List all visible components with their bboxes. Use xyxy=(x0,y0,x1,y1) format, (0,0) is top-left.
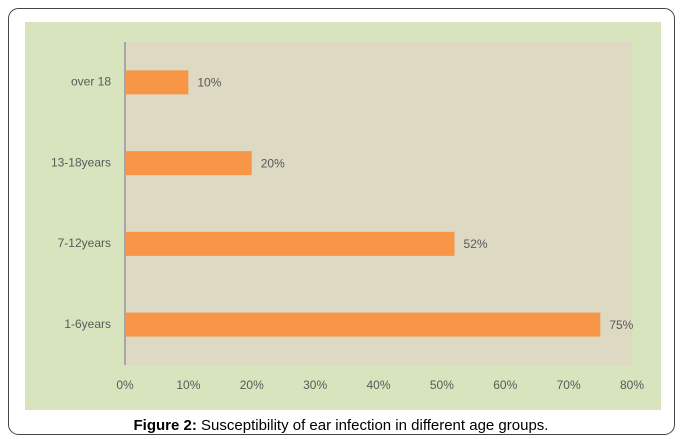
x-tick-label: 80% xyxy=(620,378,644,392)
bar xyxy=(125,312,601,337)
x-tick-label: 0% xyxy=(116,378,134,392)
bar xyxy=(125,151,252,176)
y-tick-label: 13-18years xyxy=(51,155,111,169)
caption-text: Susceptibility of ear infection in diffe… xyxy=(201,417,548,434)
data-label: 20% xyxy=(261,156,285,170)
data-label: 75% xyxy=(609,318,633,332)
data-label: 52% xyxy=(464,237,488,251)
y-tick-label: 1-6years xyxy=(64,317,111,331)
y-tick-label: 7-12years xyxy=(58,236,111,250)
bar xyxy=(125,70,189,95)
x-tick-label: 60% xyxy=(493,378,517,392)
x-tick-label: 30% xyxy=(303,378,327,392)
bar xyxy=(125,231,455,256)
caption-label: Figure 2: xyxy=(134,417,197,434)
x-tick-label: 20% xyxy=(240,378,264,392)
x-tick-label: 40% xyxy=(366,378,390,392)
plot-area xyxy=(125,42,632,365)
x-tick-label: 50% xyxy=(430,378,454,392)
x-tick-label: 70% xyxy=(557,378,581,392)
data-label: 10% xyxy=(197,76,221,90)
caption: Figure 2: Susceptibility of ear infectio… xyxy=(134,417,549,434)
x-tick-label: 10% xyxy=(176,378,200,392)
y-tick-label: over 18 xyxy=(71,75,111,89)
